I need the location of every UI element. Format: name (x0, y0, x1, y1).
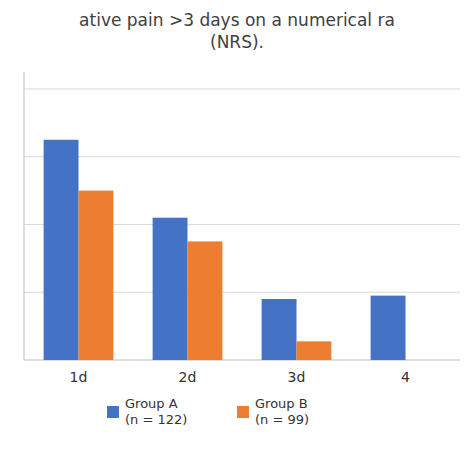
bar (188, 241, 223, 360)
legend: Group A(n = 122) Group B(n = 99) (107, 396, 309, 427)
legend-swatch (107, 406, 119, 418)
x-tick-label: 2d (179, 369, 197, 385)
x-tick-label: 3d (288, 369, 306, 385)
bar (406, 360, 441, 361)
legend-swatch (237, 406, 249, 418)
background (0, 0, 474, 474)
legend-label: Group A(n = 122) (125, 396, 187, 427)
grid-line (24, 88, 460, 89)
bar (153, 218, 188, 360)
x-tick-label: 4 (401, 369, 410, 385)
title: ative pain >3 days on a numerical ra (79, 10, 395, 30)
bar (79, 191, 114, 360)
grid-line (24, 156, 460, 157)
subtitle: (NRS). (210, 32, 264, 52)
x-tick-label: 1d (70, 369, 88, 385)
bar (44, 140, 79, 360)
bars (44, 140, 406, 360)
legend-label: Group B(n = 99) (255, 396, 309, 427)
bar (297, 341, 332, 360)
y-axis-line (24, 72, 25, 360)
bar (371, 296, 406, 360)
chart: ative pain >3 days on a numerical ra(NRS… (0, 0, 474, 474)
bar (262, 299, 297, 360)
